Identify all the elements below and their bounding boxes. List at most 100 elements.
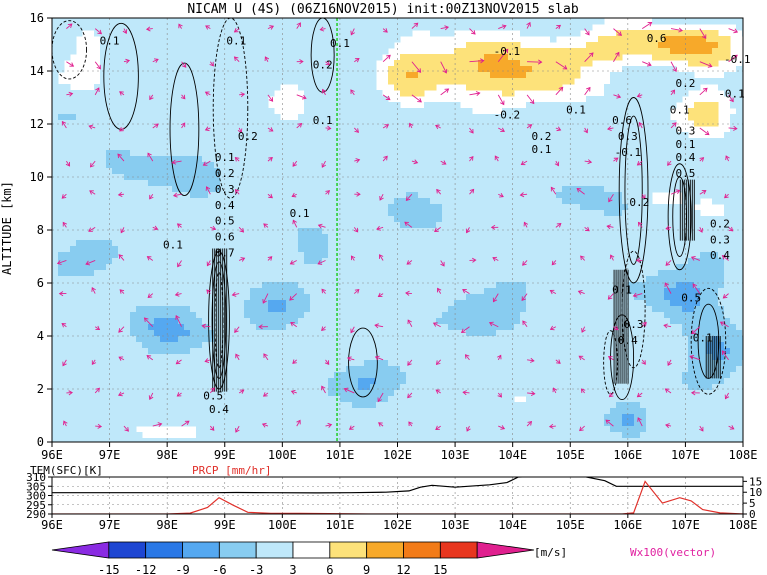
wind-vector [322,89,326,96]
contour-label: 0.1 [693,331,713,344]
contour-label: 0.4 [215,199,235,212]
wind-vector-head [435,425,440,431]
wind-vector [440,88,449,96]
wind-vector-head [670,89,676,95]
wind-vector [320,28,326,31]
wind-vector-head [325,60,331,66]
wind-vector [437,288,442,294]
wind-vector-head [350,30,355,36]
wind-vector [555,127,561,131]
wind-vector-head [499,193,504,198]
wind-vector [404,221,413,228]
wind-vector-head [91,287,96,292]
wind-vector-head [120,228,125,234]
wind-vector-head [609,254,615,260]
wind-vector-head [665,261,671,266]
wind-vector [670,189,680,195]
wind-vector [723,293,729,299]
surface-x-tick-label: 99E [214,518,236,532]
y-tick-label: 12 [30,117,44,131]
wind-vector-head [522,261,527,266]
wind-vector [411,160,418,164]
wind-vector [638,122,643,129]
wind-vector [555,223,562,228]
vector-legend-label: Wx100(vector) [630,546,716,559]
wind-vector [550,326,557,330]
wind-vector-head [500,100,505,106]
contour-label: -0.1 [724,53,751,66]
wind-vector-head [262,299,267,304]
wind-vector-head [210,387,215,393]
contour-label: 0.2 [710,217,730,230]
wind-vector [494,155,499,162]
wind-vector-head [346,356,352,362]
wind-vector [613,28,622,36]
wind-vector-head [181,63,187,68]
wind-vector [203,160,211,166]
wind-vector-head [289,260,295,265]
colorbar-label: 9 [363,563,370,575]
wind-vector [267,25,274,30]
wind-vector [721,350,729,361]
wind-vector [607,127,614,130]
surface-x-tick-label: 108E [729,518,758,532]
wind-vector-head [62,361,67,367]
wind-vector-head [262,392,268,397]
wind-vector-head [641,360,646,365]
wind-vector-head [354,128,359,133]
wind-vector-head [174,291,180,297]
contour-label: 0.2 [313,58,333,71]
wind-vector [152,226,158,230]
wind-vector [263,353,269,361]
wind-vector [382,54,391,63]
wind-vector [175,293,182,296]
wind-vector-head [91,360,97,366]
contour-label: 0.3 [624,318,644,331]
wind-vector-head [68,390,73,396]
wind-vector-head [549,325,555,331]
wind-vector [181,420,190,427]
wind-vector [181,122,186,129]
wind-vector-head [613,157,619,162]
wind-vector [91,287,96,294]
wind-vector-head [327,422,333,428]
x-tick-label: 105E [556,448,585,462]
wind-vector-head [85,260,91,266]
contour-label: -0.2 [494,109,521,122]
colorbar-label: -12 [135,563,157,575]
y-tick-label: 2 [37,382,44,396]
wind-vector [720,321,729,328]
wind-vector-head [551,260,557,266]
wind-vector [206,186,211,195]
wind-vector [66,160,70,167]
wind-vector [382,28,388,33]
wind-vector-head [578,355,584,361]
wind-vector [239,93,245,96]
wind-vector [119,127,125,132]
wind-vector-head [549,289,555,295]
wind-vector-head [61,120,67,126]
wind-vector-head [354,289,360,294]
wind-vector [699,28,707,39]
wind-vector-head [492,256,498,262]
wind-vector-head [642,321,647,327]
wind-vector [663,324,672,328]
wind-vector-head [500,127,505,133]
wind-vector-head [488,321,494,327]
colorbar-swatch [145,541,183,559]
surface-panel: TEM(SFC)[K] PRCP [mm/hr] 96E 97E 98E 99E 100… [26,464,762,532]
wind-vector [406,260,413,265]
wind-vector-head [583,128,588,134]
wind-vector [149,193,154,200]
wind-vector-head [261,422,267,428]
wind-vector-head [119,289,125,294]
y-tick-label: 10 [30,170,44,184]
wind-vector [670,122,677,129]
x-tick-label: 103E [441,448,470,462]
wind-vector [641,193,646,199]
contour-line [212,18,249,199]
wind-vector-head [321,288,326,294]
wind-vector [234,28,240,33]
contour-label: 0.5 [675,167,695,180]
surface-x-tick-label: 101E [325,518,354,532]
